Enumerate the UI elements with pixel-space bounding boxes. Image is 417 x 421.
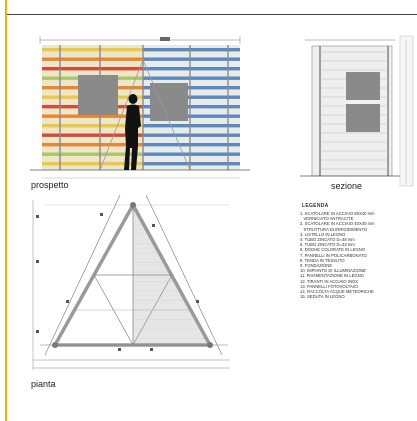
slat-right [143, 95, 240, 99]
slat-right [143, 67, 240, 71]
legend-list: 1. SCATOLARE IN ACCIAIO 80X40 mm VERNICI… [300, 211, 395, 299]
legend-item: 6. DOGHE COLORATE IN LEGNO [300, 247, 366, 253]
slat-right [143, 86, 240, 90]
legend-item: 1. SCATOLARE IN ACCIAIO 80X40 mm VERNICI… [300, 211, 375, 222]
slat-right [143, 143, 240, 147]
slat-left [42, 48, 143, 52]
legend-title: LEGENDA [302, 203, 329, 209]
elevation-drawing [30, 36, 250, 179]
plan-hatch [135, 214, 205, 339]
slat-right [143, 57, 240, 61]
legend-item: 5. TUBO ZINCATO D=33 mm [300, 242, 355, 248]
slat-right [143, 152, 240, 156]
slat-left [42, 133, 143, 137]
sheet-left-accent-bar [5, 0, 7, 421]
section-panel-bottom [346, 104, 380, 132]
slat-left [42, 114, 143, 118]
sheet-top-rule [7, 14, 417, 15]
elevation-label: prospetto [31, 180, 69, 190]
legend-item: 13. PANNELLI FOTOVOLTAICI [300, 283, 359, 289]
legend-item: 15. SEDUTA IN LEGNO [300, 294, 345, 300]
slat-left [42, 124, 143, 128]
slat-left [42, 57, 143, 61]
legend-item: 7. PANNELLI IN POLICARBONATO [300, 252, 367, 258]
plan-label: pianta [31, 379, 56, 389]
legend-item: 3. LISTELLO IN LEGNO [300, 231, 346, 237]
legend-item: 9. FONDAZIONE [300, 263, 333, 269]
legend-item: 2. SCATOLARE IN ACCIAIO 40X40 mm STRUTTU… [300, 221, 375, 232]
elevation-panel-right [150, 83, 188, 121]
slat-right [143, 124, 240, 128]
slat-right [143, 48, 240, 52]
legend-item: 8. TENDA IN TESSUTO [300, 257, 345, 263]
slat-right [143, 76, 240, 80]
slat-left [42, 67, 143, 71]
slat-left [42, 152, 143, 156]
annotation-marks [36, 213, 199, 351]
plan-drawing [32, 194, 230, 370]
slat-right [143, 105, 240, 109]
slat-right [143, 162, 240, 166]
slat-right [143, 114, 240, 118]
section-panel-top [346, 72, 380, 100]
legend-item: 10. IMPIANTO DI ILLUMINAZIONE [300, 268, 366, 274]
section-drawing [300, 35, 414, 187]
legend-item: 11. PAVIMENTAZIONE IN LEGNO [300, 273, 364, 279]
legend-item: 4. TUBO ZINCATO D=48 mm [300, 237, 355, 243]
slat-left [42, 143, 143, 147]
legend-item: 14. RACCOLTA ACQUE METEORICHE [300, 289, 374, 295]
slat-right [143, 133, 240, 137]
legend-item: 12. TIRANTI IN ACCIAIO INOX [300, 278, 359, 284]
section-label: sezione [331, 181, 363, 191]
elevation-panel-left [78, 75, 118, 115]
slat-left [42, 162, 143, 166]
human-silhouette [124, 94, 141, 170]
